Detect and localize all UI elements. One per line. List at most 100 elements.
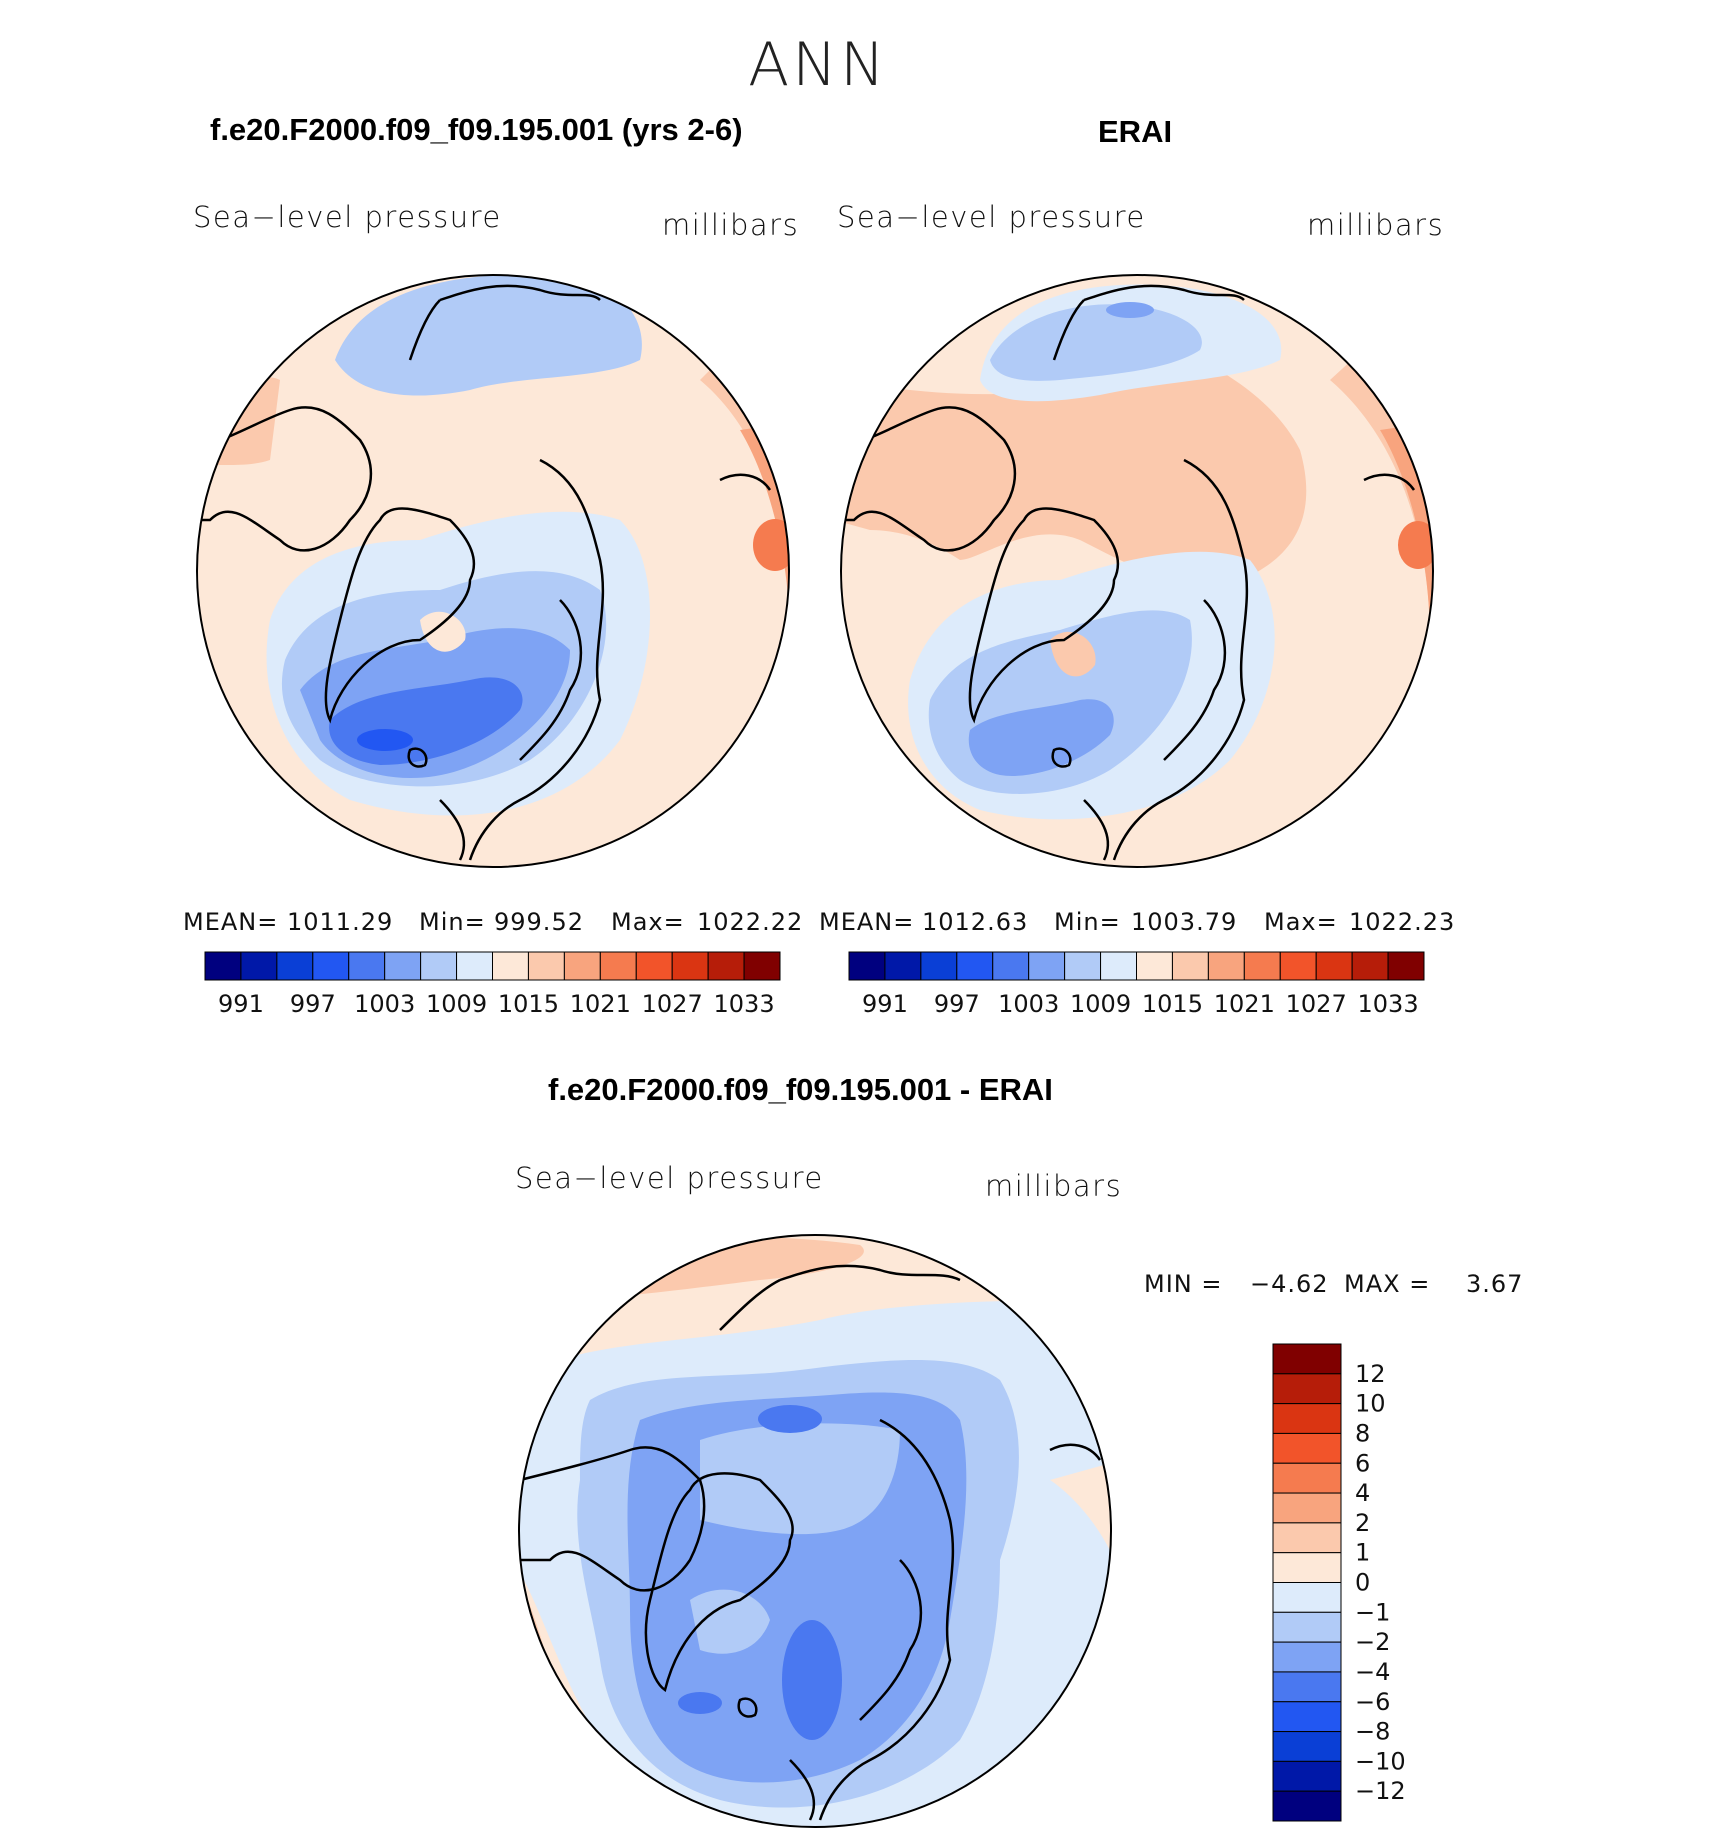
colorbar-3-swatch	[1272, 1373, 1342, 1405]
colorbar-3-swatch	[1272, 1492, 1342, 1524]
colorbar-2-swatch	[956, 951, 994, 981]
colorbar-1-tick-label: 1033	[714, 990, 775, 1018]
map-3-greenland-light	[690, 1589, 770, 1654]
colorbar-3-swatch	[1272, 1611, 1342, 1643]
colorbar-3-swatch	[1272, 1790, 1342, 1822]
map-2-coast-caspian	[1363, 473, 1416, 491]
map-1-low-pacific	[335, 275, 642, 396]
colorbar-3-tick-label: 1	[1355, 1539, 1370, 1567]
colorbar-2-swatch	[1243, 951, 1281, 981]
panel-2-max-value: 1022.23	[1349, 908, 1456, 936]
panel-2-min-value: 1003.79	[1131, 908, 1238, 936]
map-3-coast-caspian	[1049, 1443, 1102, 1461]
map-2-coast-britain	[1083, 799, 1110, 861]
colorbar-3-swatch	[1272, 1403, 1342, 1434]
panel-2-max-label: Max=	[1264, 908, 1338, 936]
colorbar-2-swatch	[1279, 951, 1317, 981]
map-1-coastlines	[197, 284, 772, 861]
map-1-outline	[196, 274, 790, 868]
colorbar-3-tick-label: 6	[1355, 1449, 1370, 1477]
panel-3-min-value: −4.62	[1250, 1270, 1329, 1298]
map-2-low-pacific-mid	[990, 304, 1202, 381]
map-2-coast-eurasia	[1112, 458, 1249, 861]
panel-1-max-label: Max=	[611, 908, 685, 936]
colorbar-2-tick-label: 991	[862, 990, 908, 1018]
colorbar-1-tick-label: 997	[290, 990, 336, 1018]
colorbar-3-tick-label: 0	[1355, 1569, 1370, 1597]
colorbar-3-swatch	[1272, 1432, 1342, 1464]
colorbar-3-swatch	[1272, 1552, 1342, 1583]
colorbar-3-tick-label: −12	[1355, 1777, 1406, 1805]
colorbar-3-tick-label: 10	[1355, 1390, 1386, 1418]
colorbar-1-swatch	[384, 951, 422, 981]
panel-3-max-value: 3.67	[1466, 1270, 1524, 1298]
colorbar-1-swatch	[599, 951, 637, 981]
colorbar-3-swatch	[1272, 1343, 1342, 1375]
colorbar-2-tick-label: 1015	[1142, 990, 1203, 1018]
colorbar-1-swatch	[671, 951, 709, 981]
colorbar-1-swatch	[527, 951, 565, 981]
colorbar-1-swatch	[743, 951, 781, 981]
colorbar-2-swatch	[1100, 951, 1137, 981]
panel-1-units: millibars	[662, 208, 800, 242]
colorbar-2-swatch	[1064, 951, 1102, 981]
map-1-high-west	[197, 377, 280, 470]
map-1	[197, 275, 789, 867]
colorbar-1-swatch	[312, 951, 350, 981]
colorbar-1-tick-label: 1015	[498, 990, 559, 1018]
map-3-coast-britain	[789, 1759, 816, 1821]
panel-2-mean-value: 1012.63	[922, 908, 1029, 936]
map-3-neg-core-3	[678, 1692, 722, 1714]
map-2-low-atlantic-core	[968, 699, 1114, 776]
map-2-coast-canada	[841, 406, 1017, 552]
colorbar-2-tick-label: 997	[934, 990, 980, 1018]
colorbar-2-tick-label: 1009	[1070, 990, 1131, 1018]
colorbar-2-tick-label: 1027	[1286, 990, 1347, 1018]
map-1-low-core	[357, 729, 413, 751]
map-3-coastlines	[519, 1264, 1102, 1821]
colorbar-1-swatch	[563, 951, 601, 981]
colorbar-2-tick-label: 1021	[1214, 990, 1275, 1018]
colorbar-1-swatch	[492, 951, 529, 981]
map-2	[841, 275, 1433, 867]
colorbar-2-swatch	[1136, 951, 1173, 981]
colorbar-3-tick-label: 12	[1355, 1360, 1386, 1388]
colorbar-1-tick-label: 1003	[354, 990, 415, 1018]
colorbar-3-tick-label: 2	[1355, 1509, 1370, 1537]
colorbar-1-swatch	[240, 951, 278, 981]
colorbar-3-tick-label: −2	[1355, 1628, 1390, 1656]
colorbar-1: 991 997 1003 1009 1015 1021 1027 1033	[204, 951, 781, 1018]
colorbar-2-swatch	[1351, 951, 1389, 981]
colorbar-1-swatch	[456, 951, 493, 981]
colorbar-1-tick-label: 1021	[570, 990, 631, 1018]
panel-2-min-label: Min=	[1054, 908, 1121, 936]
map-2-high-band	[841, 360, 1307, 586]
colorbar-2-tick-label: 1003	[998, 990, 1059, 1018]
map-2-coast-scandinavia	[1163, 599, 1227, 761]
colorbar-1-swatch	[276, 951, 314, 981]
map-3-neg-core-1	[758, 1405, 822, 1433]
map-3-pos-east	[1050, 1460, 1111, 1580]
map-3-neg-core-2	[782, 1620, 842, 1740]
colorbar-3-swatch	[1272, 1760, 1342, 1792]
colorbar-1-swatch	[348, 951, 386, 981]
panel-3-variable: Sea−level pressure	[515, 1161, 824, 1195]
colorbar-2-swatch	[1315, 951, 1353, 981]
colorbar-3-tick-label: −1	[1355, 1598, 1390, 1626]
colorbar-3-tick-label: 8	[1355, 1419, 1370, 1447]
panel-1-max-value: 1022.22	[697, 908, 804, 936]
colorbar-1-swatch	[420, 951, 458, 981]
map-1-coast-greenland	[324, 507, 476, 724]
colorbar-2-swatch	[1387, 951, 1425, 981]
colorbar-1-swatch	[707, 951, 745, 981]
colorbar-3-tick-label: 4	[1355, 1479, 1370, 1507]
colorbar-3-swatch	[1272, 1522, 1342, 1554]
map-3-coast-siberia-east	[719, 1264, 961, 1331]
map-2-high-core	[1398, 521, 1433, 569]
panel-2-title: ERAI	[1098, 114, 1173, 149]
panel-1-variable: Sea−level pressure	[193, 200, 502, 234]
panel-1-mean-label: MEAN=	[183, 908, 279, 936]
colorbar-3-swatch	[1272, 1701, 1342, 1733]
colorbar-3-swatch	[1272, 1462, 1342, 1494]
